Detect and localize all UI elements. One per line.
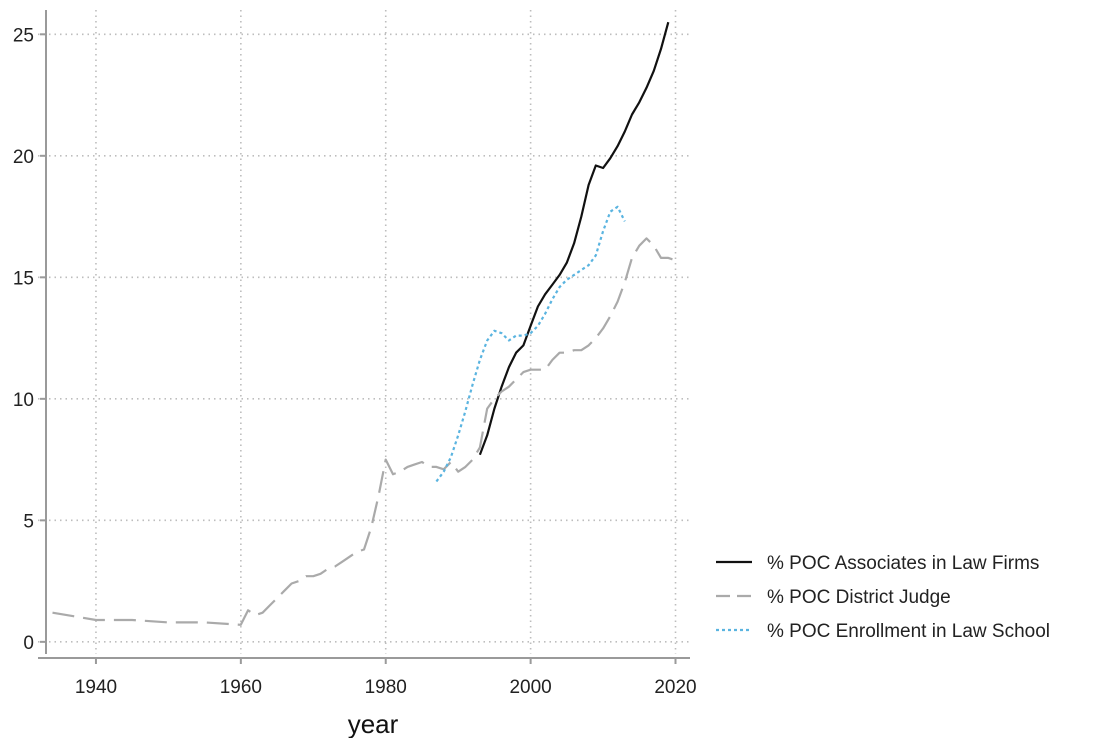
y-tick-label: 20 [13, 147, 34, 168]
x-tick-label: 2000 [509, 677, 551, 698]
x-tick-label: 2020 [654, 677, 696, 698]
legend-label-3: % POC Enrollment in Law School [767, 621, 1050, 642]
x-tick-label: 1960 [220, 677, 262, 698]
x-tick-label: 1980 [365, 677, 407, 698]
legend-label-1: % POC Associates in Law Firms [767, 553, 1039, 574]
series-line-3 [435, 205, 626, 483]
grid-lines [38, 10, 690, 654]
y-tick-label: 5 [23, 511, 34, 532]
y-tick-label: 0 [23, 633, 34, 654]
x-axis-title: year [348, 709, 399, 738]
legend-label-2: % POC District Judge [767, 587, 951, 608]
y-tick-label: 10 [13, 390, 34, 411]
series-line-1 [478, 21, 670, 456]
y-tick-label: 15 [13, 268, 34, 289]
y-tick-label: 25 [13, 25, 34, 46]
series-line-2 [52, 237, 676, 626]
x-axis-ticks: 1940 1960 1980 2000 2020 [75, 658, 697, 698]
axes [38, 10, 690, 659]
series-lines [52, 21, 676, 626]
y-axis-ticks: 0 5 10 15 20 25 [13, 25, 46, 654]
legend: % POC Associates in Law Firms % POC Distr… [716, 553, 1050, 642]
x-tick-label: 1940 [75, 677, 117, 698]
